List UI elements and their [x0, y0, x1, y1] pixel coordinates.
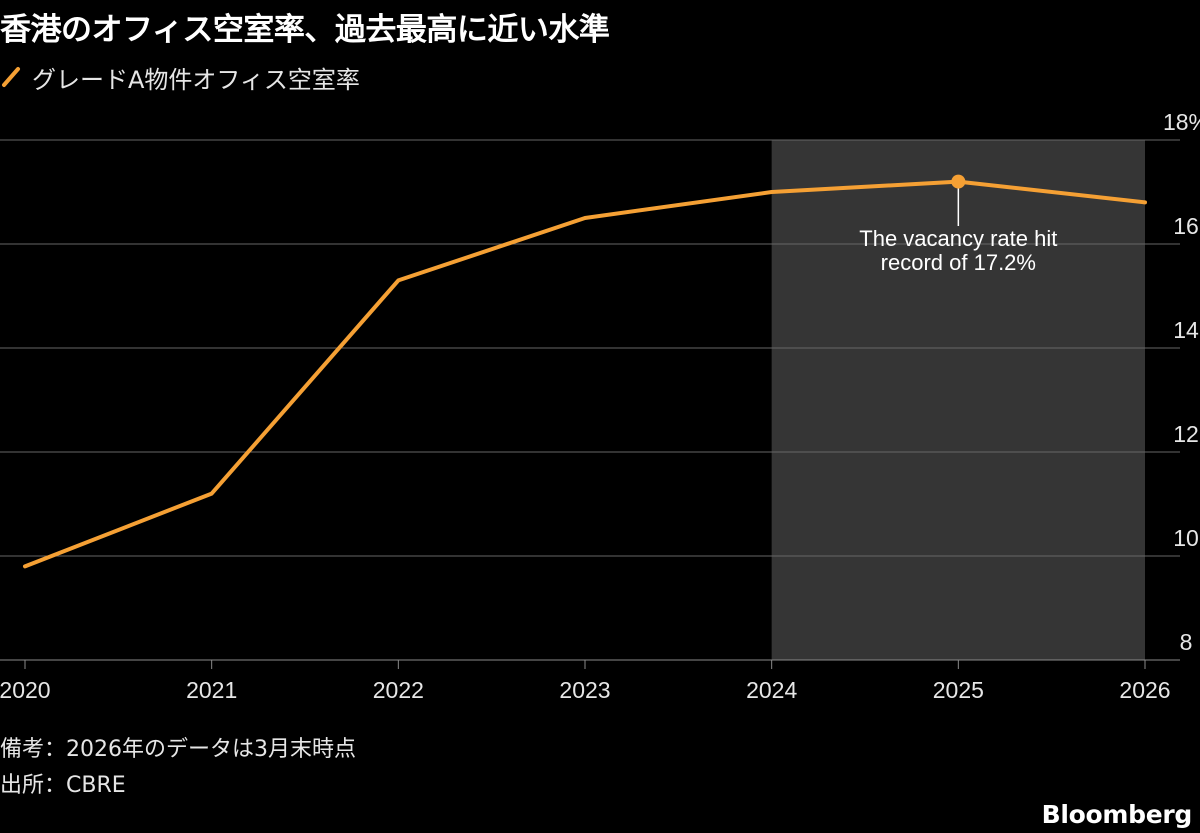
chart-title: 香港のオフィス空室率、過去最高に近い水準 [0, 12, 610, 48]
x-tick-label: 2020 [0, 677, 51, 703]
legend-label: グレードA物件オフィス空室率 [32, 65, 360, 94]
x-tick-label: 2022 [373, 677, 424, 703]
y-tick-label: 8 [1180, 629, 1193, 655]
line-chart: 18% 16 14 12 10 8 2020 2021 2022 2023 2024 2025 2026… [0, 109, 1200, 703]
shaded-period [771, 140, 1145, 660]
y-tick-label: 18% [1163, 109, 1200, 135]
x-tick-label: 2023 [559, 677, 610, 703]
y-tick-label: 12 [1173, 421, 1199, 447]
annotation-point [951, 174, 966, 189]
note-source: 出所：CBRE [0, 773, 126, 798]
y-tick-label: 16 [1173, 213, 1199, 239]
bloomberg-logo: Bloomberg [1041, 800, 1193, 829]
legend-line-swatch-icon [2, 67, 20, 87]
y-tick-label: 10 [1173, 525, 1199, 551]
annotation-text: record of 17.2% [881, 250, 1036, 275]
x-tick-label: 2024 [746, 677, 797, 703]
footnotes: 備考：2026年のデータは3月末時点 出所：CBRE [0, 732, 356, 804]
x-tick-label: 2026 [1119, 677, 1170, 703]
x-tick-label: 2021 [186, 677, 237, 703]
legend: グレードA物件オフィス空室率 [0, 62, 360, 94]
x-tick-label: 2025 [933, 677, 984, 703]
annotation-text: The vacancy rate hit [859, 226, 1057, 251]
y-tick-label: 14 [1173, 317, 1199, 343]
note-remark: 備考：2026年のデータは3月末時点 [0, 737, 356, 762]
